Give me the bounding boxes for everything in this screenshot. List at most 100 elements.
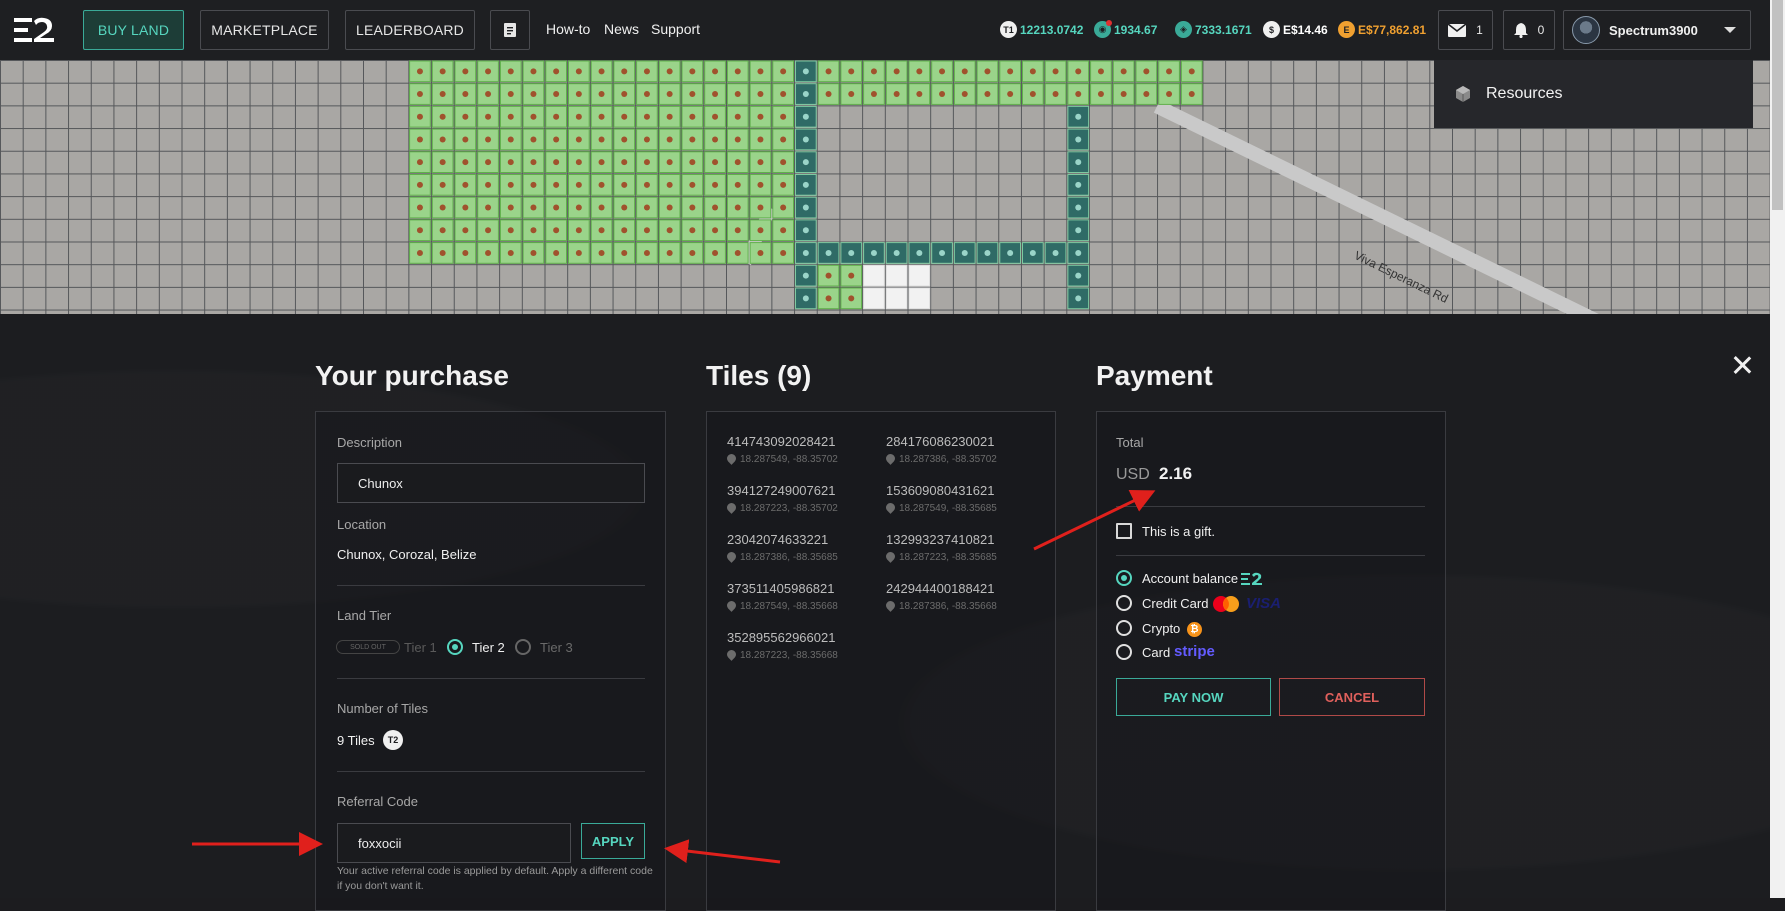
- tile-dot: [780, 113, 787, 120]
- leaderboard-button[interactable]: LEADERBOARD: [345, 10, 475, 50]
- tile-dot: [802, 136, 809, 143]
- balance-ecoin[interactable]: E E$77,862.81: [1338, 21, 1426, 38]
- document-button[interactable]: [490, 10, 530, 50]
- tile-dot: [621, 159, 628, 166]
- gift-label[interactable]: This is a gift.: [1142, 524, 1215, 539]
- close-icon[interactable]: [1731, 354, 1753, 376]
- resources-menu-item[interactable]: Resources: [1454, 85, 1562, 103]
- document-icon: [504, 23, 516, 37]
- tile-dot: [916, 91, 923, 98]
- tile-dot: [1075, 249, 1082, 256]
- tile-dot: [961, 91, 968, 98]
- tile-dot: [757, 159, 764, 166]
- tile-dot: [825, 249, 832, 256]
- tile-dot: [802, 68, 809, 75]
- tile-dot: [485, 204, 492, 211]
- referral-code-input[interactable]: foxxocii: [337, 823, 571, 863]
- mastercard-icon: [1213, 596, 1239, 612]
- tile-dot: [1075, 227, 1082, 234]
- tile-dot: [416, 136, 423, 143]
- tile-dot: [712, 204, 719, 211]
- tile-dot: [1029, 249, 1036, 256]
- tile-dot: [757, 181, 764, 188]
- tile-dot: [416, 113, 423, 120]
- credit-card-label[interactable]: Credit Card: [1142, 596, 1209, 611]
- location-label: Location: [337, 517, 387, 532]
- tier2-radio[interactable]: [447, 639, 463, 655]
- balance-dollar[interactable]: $ E$14.46: [1263, 21, 1328, 38]
- tile-dot: [621, 204, 628, 211]
- tile-dot: [507, 91, 514, 98]
- mail-icon: [1448, 23, 1467, 37]
- avatar: [1572, 16, 1600, 44]
- tile-dot: [1075, 181, 1082, 188]
- balance-globe[interactable]: ◉ 1934.67: [1094, 20, 1157, 38]
- tier2-label[interactable]: Tier 2: [472, 640, 505, 655]
- news-link[interactable]: News: [604, 21, 640, 37]
- tile-id: 414743092028421: [727, 434, 836, 449]
- tile-dot: [802, 181, 809, 188]
- credit-card-radio[interactable]: [1116, 595, 1132, 611]
- messages-button[interactable]: 1: [1438, 10, 1493, 50]
- tile-coordinates: 18.287386, -88.35685: [727, 552, 838, 563]
- tile-dot: [439, 68, 446, 75]
- tile-dot: [1120, 68, 1127, 75]
- tile-dot: [416, 91, 423, 98]
- bitcoin-icon: ₿: [1187, 622, 1202, 637]
- tile-coordinates: 18.287549, -88.35685: [886, 503, 997, 514]
- user-menu[interactable]: Spectrum3900: [1563, 10, 1751, 50]
- tile-dot: [802, 227, 809, 234]
- tile-dot: [439, 181, 446, 188]
- tile-dot: [507, 113, 514, 120]
- crypto-radio[interactable]: [1116, 620, 1132, 636]
- balance-t1[interactable]: T1 12213.0742: [1000, 21, 1083, 38]
- tile-dot: [870, 249, 877, 256]
- card-label[interactable]: Card: [1142, 645, 1171, 660]
- cube-icon: [1456, 86, 1470, 102]
- tier3-label[interactable]: Tier 3: [540, 640, 573, 655]
- tile-dot: [712, 249, 719, 256]
- tile-dot: [848, 295, 855, 302]
- land-tier-label: Land Tier: [337, 608, 392, 623]
- pay-now-button[interactable]: PAY NOW: [1116, 678, 1271, 716]
- tile-dot: [621, 136, 628, 143]
- crypto-label[interactable]: Crypto: [1142, 621, 1181, 636]
- description-input[interactable]: Chunox: [337, 463, 645, 503]
- tile-dot: [780, 159, 787, 166]
- scrollbar-thumb[interactable]: [1772, 0, 1783, 210]
- tile-dot: [621, 68, 628, 75]
- location-pin-icon: [727, 454, 736, 465]
- divider: [337, 678, 645, 679]
- tile-dot: [916, 68, 923, 75]
- tile-dot: [666, 204, 673, 211]
- tile-dot: [939, 68, 946, 75]
- gift-checkbox[interactable]: [1116, 523, 1132, 539]
- page-scrollbar[interactable]: [1770, 0, 1785, 898]
- tile-dot: [893, 91, 900, 98]
- tile-dot: [530, 68, 537, 75]
- tier3-radio[interactable]: [515, 639, 531, 655]
- notifications-button[interactable]: 0: [1503, 10, 1555, 50]
- apply-button[interactable]: APPLY: [581, 823, 645, 859]
- marketplace-button[interactable]: MARKETPLACE: [200, 10, 329, 50]
- account-balance-radio[interactable]: [1116, 570, 1132, 586]
- tile-dot: [621, 227, 628, 234]
- buy-land-button[interactable]: BUY LAND: [83, 10, 184, 50]
- tile-dot: [598, 249, 605, 256]
- balance-essence[interactable]: ◈ 7333.1671: [1175, 21, 1252, 38]
- e2-logo-icon[interactable]: [14, 16, 56, 44]
- bell-icon: [1513, 22, 1528, 38]
- card-radio[interactable]: [1116, 644, 1132, 660]
- tile-dot: [553, 113, 560, 120]
- account-balance-label[interactable]: Account balance: [1142, 571, 1239, 586]
- tile-dot: [462, 113, 469, 120]
- tile-dot: [689, 204, 696, 211]
- username: Spectrum3900: [1609, 22, 1698, 38]
- how-to-link[interactable]: How-to: [546, 21, 591, 37]
- tile-coordinates-text: 18.287549, -88.35702: [740, 454, 838, 465]
- cancel-button[interactable]: CANCEL: [1279, 678, 1425, 716]
- tile-dot: [780, 227, 787, 234]
- tile-dot: [598, 181, 605, 188]
- support-link[interactable]: Support: [651, 21, 701, 37]
- tile-dot: [1075, 68, 1082, 75]
